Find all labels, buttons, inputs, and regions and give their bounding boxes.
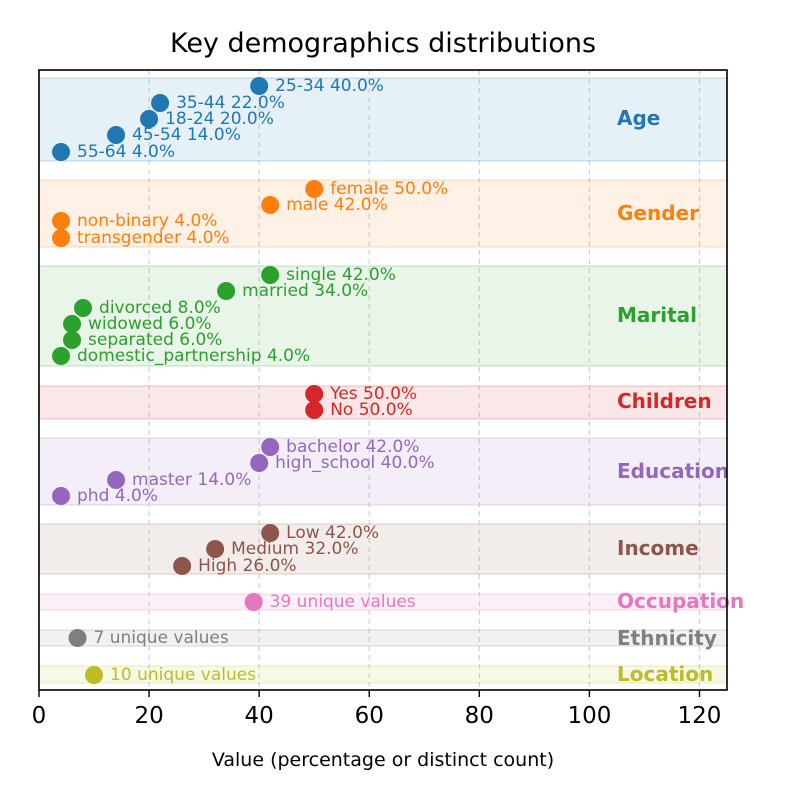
data-label: high_school 40.0% [275,453,434,473]
data-label: Yes 50.0% [329,384,417,404]
data-label: separated 6.0% [88,330,222,350]
data-label: 45-54 14.0% [132,125,241,145]
x-axis-label: Value (percentage or distinct count) [212,749,554,771]
data-point [52,487,71,505]
data-point [206,540,225,558]
data-label: 10 unique values [110,665,256,685]
x-tick-label: 100 [567,703,611,729]
group-label-income: Income [617,536,699,560]
data-label: single 42.0% [286,265,396,285]
data-point [305,401,324,419]
data-label: High 26.0% [198,556,296,576]
data-point [107,471,126,489]
x-tick-label: 80 [465,703,494,729]
data-point [244,593,263,611]
data-label: transgender 4.0% [77,228,230,248]
data-point [151,94,170,112]
group-label-children: Children [617,389,712,413]
data-point [305,180,324,198]
data-point [250,454,269,472]
data-point [250,77,269,95]
data-label: master 14.0% [132,470,251,490]
data-point [52,229,71,247]
data-label: 39 unique values [270,592,416,612]
plot-area: 25-34 40.0%35-44 22.0%18-24 20.0%45-54 1… [32,69,744,729]
data-label: 35-44 22.0% [176,93,285,113]
data-label: female 50.0% [330,179,448,199]
data-point [217,282,236,300]
x-tick-label: 0 [32,703,47,729]
data-point [68,629,87,647]
data-label: Medium 32.0% [231,539,358,559]
data-point [74,299,93,317]
data-label: 55-64 4.0% [77,142,175,162]
group-label-ethnicity: Ethnicity [617,626,717,650]
data-point [173,557,192,575]
data-point [52,347,71,365]
data-point [52,143,71,161]
data-point [140,110,159,128]
group-label-age: Age [617,106,660,130]
x-tick-label: 20 [134,703,163,729]
chart-title: Key demographics distributions [170,28,596,59]
x-tick-label: 60 [355,703,384,729]
data-point [261,438,280,456]
group-label-marital: Marital [617,303,697,327]
data-point [107,126,126,144]
data-point [85,666,104,684]
data-label: divorced 8.0% [99,298,221,318]
data-label: Low 42.0% [286,523,379,543]
data-label: non-binary 4.0% [77,211,217,231]
data-point [63,315,82,333]
data-point [261,196,280,214]
x-tick-label: 40 [245,703,274,729]
data-label: phd 4.0% [77,486,158,506]
axes-frame [38,69,728,691]
group-label-occupation: Occupation [617,589,744,613]
data-label: widowed 6.0% [88,314,212,334]
band-marital [38,265,728,367]
data-label: No 50.0% [330,400,413,420]
data-point [305,385,324,403]
group-label-education: Education [617,459,729,483]
data-label: bachelor 42.0% [286,437,419,457]
data-label: married 34.0% [242,281,368,301]
band-gender [38,179,728,248]
data-point [63,331,82,349]
group-label-gender: Gender [617,201,699,225]
data-label: 25-34 40.0% [275,76,384,96]
data-label: domestic_partnership 4.0% [77,346,310,366]
group-label-location: Location [617,662,713,686]
data-label: 18-24 20.0% [165,109,274,129]
band-education [38,437,728,506]
x-tick-label: 120 [678,703,722,729]
data-label: 7 unique values [94,628,229,648]
data-point [261,266,280,284]
data-point [261,524,280,542]
data-point [52,212,71,230]
data-label: male 42.0% [286,195,388,215]
